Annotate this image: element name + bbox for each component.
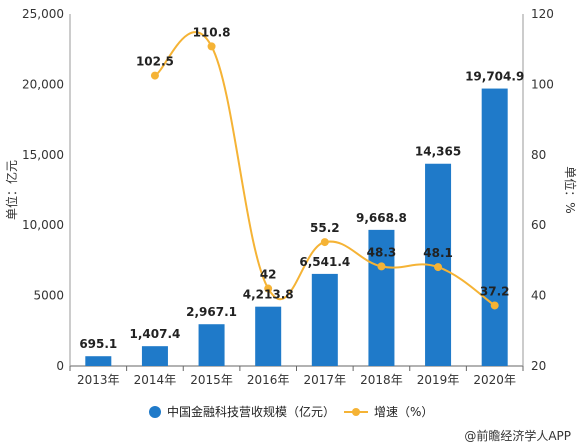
bar xyxy=(368,229,395,366)
growth-value-label: 42 xyxy=(260,268,277,282)
left-tick-label: 10,000 xyxy=(22,218,64,232)
right-axis-ticks: 20 40 60 80 100 120 xyxy=(531,7,554,373)
x-tick-label: 2014年 xyxy=(134,373,177,387)
growth-point xyxy=(490,301,499,310)
growth-value-label: 48.3 xyxy=(367,245,397,259)
bar xyxy=(141,346,168,366)
bar-labels: 695.1 1,407.4 2,967.1 4,213.8 6,541.4 9,668.8… xyxy=(79,70,524,352)
right-tick-label: 100 xyxy=(531,77,554,91)
bars xyxy=(85,88,508,367)
bar xyxy=(85,356,112,366)
bar-value-label: 4,213.8 xyxy=(243,288,294,302)
bar xyxy=(255,306,282,366)
growth-value-label: 37.2 xyxy=(480,284,510,298)
growth-point xyxy=(434,263,443,272)
left-tick-label: 15,000 xyxy=(22,148,64,162)
right-tick-label: 80 xyxy=(531,148,546,162)
line-labels: 102.5 110.8 42 55.2 48.3 48.1 37.2 xyxy=(136,25,510,298)
x-tick-label: 2015年 xyxy=(190,373,233,387)
bar-value-label: 14,365 xyxy=(415,145,461,159)
x-axis-ticks: 2013年 2014年 2015年 2016年 2017年 2018年 2019年 2020年 xyxy=(69,366,524,387)
left-tick-label: 0 xyxy=(56,359,64,373)
x-tick-label: 2016年 xyxy=(247,373,290,387)
bar xyxy=(481,88,508,367)
x-tick-label: 2018年 xyxy=(360,373,403,387)
footer-credit: @前瞻经济学人APP xyxy=(464,429,571,443)
left-tick-label: 20,000 xyxy=(22,77,64,91)
growth-value-label: 48.1 xyxy=(423,246,453,260)
right-axis-title: 单位：% xyxy=(563,166,578,213)
legend-line-label: 增速（%） xyxy=(374,405,433,419)
legend-line-marker xyxy=(344,408,368,416)
growth-value-label: 110.8 xyxy=(193,25,231,39)
x-tick-label: 2020年 xyxy=(473,373,516,387)
x-tick-label: 2019年 xyxy=(417,373,460,387)
bar-value-label: 19,704.9 xyxy=(465,70,524,84)
growth-point xyxy=(264,284,273,293)
bar-value-label: 9,668.8 xyxy=(356,211,407,225)
right-tick-label: 60 xyxy=(531,218,546,232)
right-tick-label: 40 xyxy=(531,289,546,303)
growth-point xyxy=(377,262,386,271)
legend-bar-label: 中国金融科技营收规模（亿元） xyxy=(167,404,335,419)
left-axis-ticks: 0 5000 10,000 15,000 20,000 25,000 xyxy=(22,7,64,373)
growth-point xyxy=(207,42,216,51)
bar-value-label: 1,407.4 xyxy=(130,327,181,341)
growth-value-label: 102.5 xyxy=(136,55,174,69)
bar xyxy=(311,273,338,366)
right-tick-label: 120 xyxy=(531,7,554,21)
left-axis-title: 单位：亿元 xyxy=(4,160,19,220)
right-tick-label: 20 xyxy=(531,359,546,373)
x-tick-label: 2013年 xyxy=(77,373,120,387)
growth-point xyxy=(320,238,329,247)
bar xyxy=(198,324,225,366)
left-tick-label: 5000 xyxy=(33,289,64,303)
left-tick-label: 25,000 xyxy=(22,7,64,21)
legend-bar-marker xyxy=(149,406,161,418)
growth-line xyxy=(150,31,499,310)
bar-value-label: 695.1 xyxy=(79,337,117,351)
growth-point xyxy=(150,71,159,80)
bar-value-label: 2,967.1 xyxy=(186,305,237,319)
bar-value-label: 6,541.4 xyxy=(299,255,350,269)
x-tick-label: 2017年 xyxy=(304,373,347,387)
legend: 中国金融科技营收规模（亿元） 增速（%） xyxy=(149,404,433,419)
growth-value-label: 55.2 xyxy=(310,221,340,235)
